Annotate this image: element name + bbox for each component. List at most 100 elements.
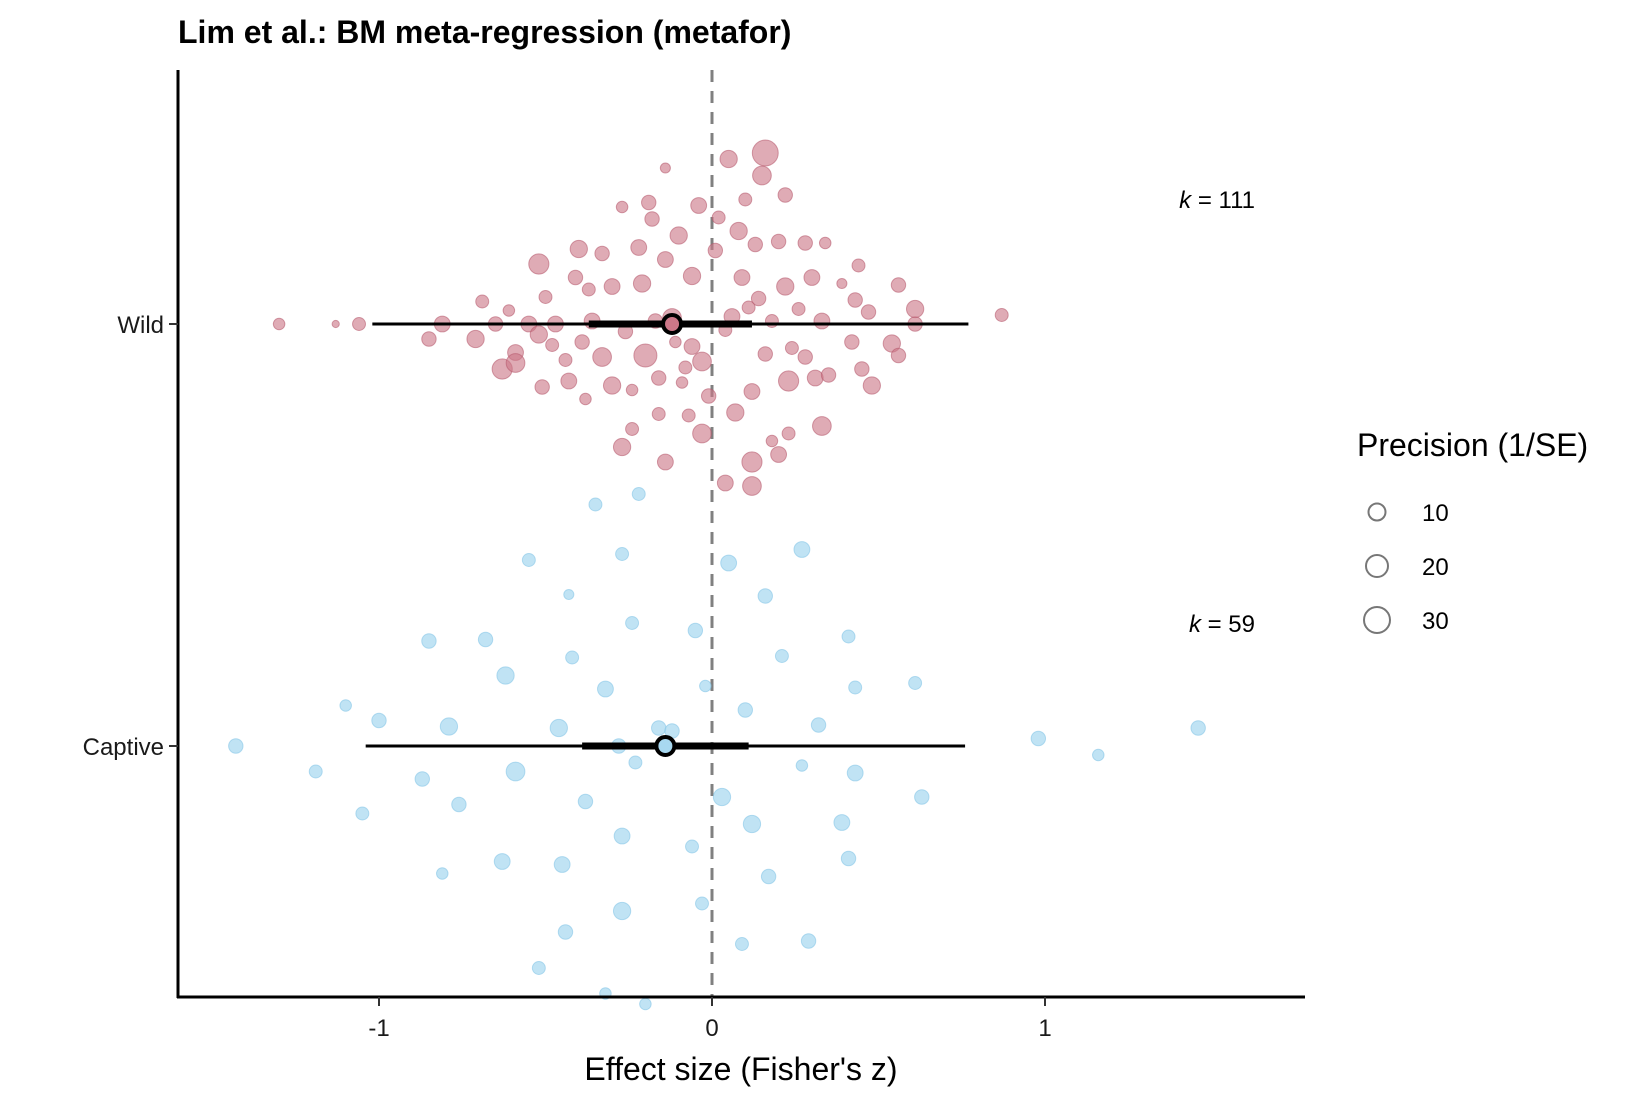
data-point <box>890 347 907 364</box>
data-point <box>833 814 851 831</box>
data-point <box>597 680 614 698</box>
k-label-wild: k = 111 <box>1179 187 1255 214</box>
y-tick-label-wild: Wild <box>117 312 164 339</box>
data-point <box>750 290 767 307</box>
x-tick-label: -1 <box>368 1015 389 1042</box>
data-point <box>737 702 753 718</box>
data-point <box>633 343 658 368</box>
data-point <box>770 446 788 463</box>
x-tick-label: 0 <box>705 1015 718 1042</box>
data-point <box>669 335 682 349</box>
data-point <box>692 351 712 372</box>
data-point <box>421 331 437 347</box>
plot-area <box>228 70 1206 1011</box>
data-point <box>738 192 753 207</box>
data-point <box>421 633 437 649</box>
data-point <box>813 312 831 330</box>
data-point <box>776 277 795 296</box>
data-point <box>651 720 667 736</box>
data-point <box>545 338 560 352</box>
data-point <box>777 187 793 203</box>
data-point <box>567 269 584 286</box>
data-point <box>603 278 621 295</box>
data-point <box>581 282 596 297</box>
data-point <box>742 476 762 496</box>
data-point <box>466 329 485 349</box>
data-point <box>625 616 640 630</box>
data-point <box>687 622 704 639</box>
data-point <box>720 554 738 572</box>
data-point <box>436 867 449 880</box>
data-point <box>505 353 526 373</box>
data-point <box>558 353 573 367</box>
data-point <box>836 277 848 290</box>
data-point <box>774 649 789 663</box>
data-point <box>781 426 796 441</box>
data-point <box>371 712 387 729</box>
data-point <box>741 300 756 315</box>
data-point <box>844 334 860 350</box>
data-point <box>644 211 660 227</box>
data-point <box>848 680 863 695</box>
data-point <box>803 269 821 286</box>
data-point <box>331 319 340 329</box>
data-point <box>549 718 568 738</box>
data-point <box>588 497 603 512</box>
legend-key-label: 30 <box>1422 608 1449 635</box>
data-point <box>707 242 724 259</box>
data-point <box>994 308 1009 322</box>
chart-title: Lim et al.: BM meta-regression (metafor) <box>178 14 791 50</box>
data-point <box>840 850 857 867</box>
data-point <box>890 277 907 293</box>
data-point <box>628 755 643 770</box>
data-point <box>751 139 779 167</box>
data-point <box>625 422 640 436</box>
data-point <box>538 290 553 304</box>
data-point <box>505 761 526 782</box>
data-point <box>757 346 773 362</box>
y-axis-ticks: Wild Captive <box>83 312 178 761</box>
legend-keys: 10 20 30 <box>1363 500 1449 635</box>
data-point <box>841 629 856 644</box>
data-point <box>563 588 575 601</box>
data-point <box>602 376 622 395</box>
data-point <box>615 200 629 214</box>
data-point <box>630 239 648 256</box>
data-point <box>574 334 590 350</box>
data-point <box>795 759 809 772</box>
data-point <box>475 294 490 309</box>
legend-key-circle <box>1365 554 1389 578</box>
data-point <box>639 997 652 1011</box>
data-point <box>770 233 787 250</box>
data-point <box>742 814 762 834</box>
legend-title: Precision (1/SE) <box>1357 427 1588 463</box>
data-point <box>757 588 773 604</box>
data-point <box>733 269 751 286</box>
data-point <box>699 679 712 693</box>
data-point <box>914 789 930 805</box>
data-point <box>272 317 286 331</box>
data-point <box>577 793 594 810</box>
data-point <box>793 541 811 558</box>
data-point <box>308 764 323 779</box>
data-point <box>784 341 799 355</box>
data-point <box>860 304 877 320</box>
data-point <box>764 314 779 328</box>
data-point <box>594 245 610 262</box>
data-point <box>553 856 571 873</box>
data-point <box>675 376 689 389</box>
data-point <box>493 853 511 870</box>
data-point <box>716 474 734 492</box>
data-point <box>818 236 832 250</box>
series-captive <box>228 487 1206 1011</box>
y-tick-label-captive: Captive <box>83 734 164 761</box>
data-point <box>228 738 244 754</box>
data-point <box>791 302 806 316</box>
legend-key-label: 10 <box>1422 500 1449 527</box>
data-point <box>439 717 459 736</box>
data-point <box>631 487 646 501</box>
data-point <box>669 226 688 245</box>
data-point <box>659 162 671 174</box>
data-point <box>1030 730 1047 747</box>
